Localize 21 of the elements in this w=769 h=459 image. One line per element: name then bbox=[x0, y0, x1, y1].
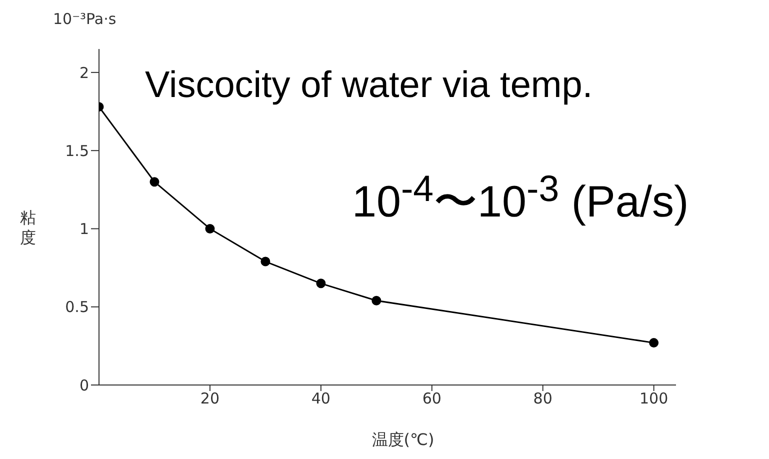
annotation: 10$^{-4}$〜10$^{-3}$ (Pa/s) bbox=[352, 168, 689, 229]
x-tick-label: 100 bbox=[639, 390, 668, 408]
chart-title: Viscocity of water via temp. bbox=[145, 64, 593, 106]
point bbox=[205, 224, 215, 234]
point bbox=[260, 256, 270, 266]
point bbox=[150, 177, 160, 187]
x-tick-label: 60 bbox=[422, 390, 442, 408]
point bbox=[316, 278, 326, 288]
x-axis-title: 温度(℃) bbox=[370, 430, 436, 451]
y-tick-label: 1.5 bbox=[65, 142, 89, 160]
y-axis-title: 粘度 bbox=[19, 208, 37, 248]
point bbox=[372, 296, 382, 306]
text: 10⁻³Pa·s bbox=[53, 10, 116, 28]
y-tick-label: 0 bbox=[79, 376, 89, 394]
y-tick-label: 1 bbox=[79, 220, 89, 238]
x-tick-label: 80 bbox=[533, 390, 552, 408]
point bbox=[649, 338, 659, 348]
x-tick-label: 20 bbox=[200, 390, 220, 408]
y-tick-label: 2 bbox=[79, 64, 89, 82]
x-tick-label: 40 bbox=[311, 390, 330, 408]
y-tick-label: 0.5 bbox=[65, 298, 89, 316]
